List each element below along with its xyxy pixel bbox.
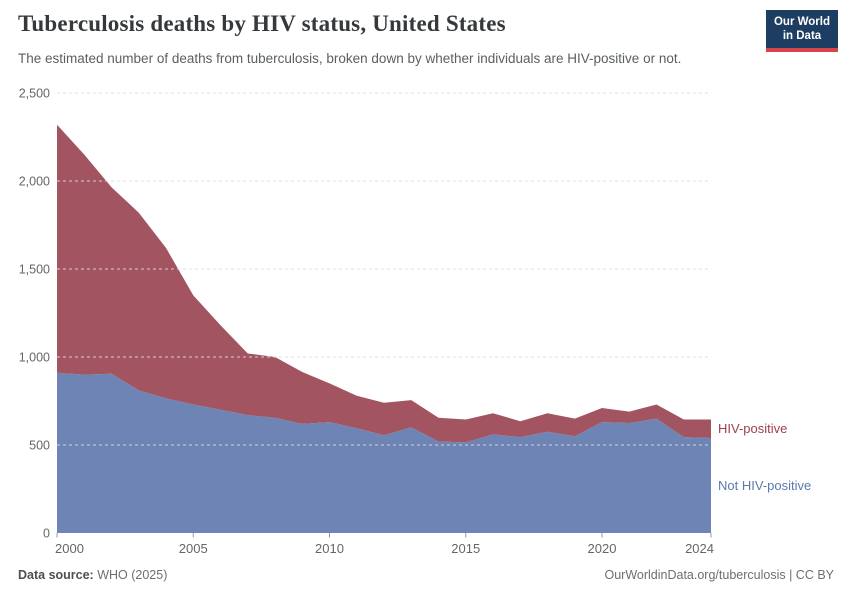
x-tick-label-2024: 2024: [685, 541, 714, 556]
x-tick-label-2020: 2020: [588, 541, 617, 556]
y-tick-label-1000: 1,000: [19, 351, 50, 365]
series-label-not-hiv-positive: Not HIV-positive: [718, 478, 811, 493]
data-source: Data source: WHO (2025): [18, 568, 167, 582]
chart-footer: Data source: WHO (2025) OurWorldinData.o…: [18, 568, 834, 582]
data-source-label: Data source:: [18, 568, 94, 582]
area-not-hiv-positive: [57, 372, 711, 533]
x-tick-label-2000: 2000: [55, 541, 84, 556]
x-tick-label-2005: 2005: [179, 541, 208, 556]
y-tick-label-500: 500: [29, 439, 50, 453]
x-tick-label-2010: 2010: [315, 541, 344, 556]
y-tick-label-2000: 2,000: [19, 175, 50, 189]
y-tick-label-2500: 2,500: [19, 87, 50, 101]
credit-line: OurWorldinData.org/tuberculosis | CC BY: [604, 568, 835, 582]
series-label-hiv-positive: HIV-positive: [718, 421, 787, 436]
chart-svg: 0 500 1,000 1,500 2,000 2,500 2000 2005 2010 2015…: [19, 87, 811, 557]
owid-logo-line1: Our World: [773, 16, 830, 28]
x-tick-label-2015: 2015: [451, 541, 480, 556]
data-source-value: WHO (2025): [93, 568, 168, 582]
page-title: Tuberculosis deaths by HIV status, Unite…: [18, 11, 506, 36]
chart-subtitle: The estimated number of deaths from tube…: [18, 51, 682, 66]
owid-logo: Our World in Data: [766, 10, 838, 53]
area-hiv-positive: [57, 124, 711, 443]
y-tick-label-0: 0: [43, 527, 50, 541]
owid-logo-line2: in Data: [782, 29, 822, 42]
y-tick-label-1500: 1,500: [19, 263, 50, 277]
